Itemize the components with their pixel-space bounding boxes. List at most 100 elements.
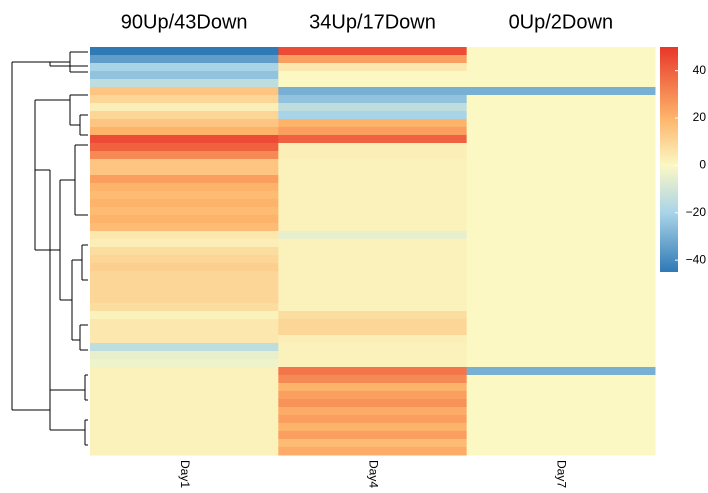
cell <box>278 287 468 296</box>
cell <box>90 103 279 112</box>
cell <box>90 223 279 232</box>
cell <box>278 119 468 128</box>
cell <box>278 311 468 320</box>
cell <box>278 407 468 416</box>
cell <box>90 159 279 168</box>
cell <box>90 255 279 264</box>
cell <box>466 143 656 152</box>
cell <box>90 143 279 152</box>
cell <box>466 343 656 352</box>
cell <box>278 415 468 424</box>
cell <box>466 327 656 336</box>
cell <box>466 223 656 232</box>
column-label: Day7 <box>555 460 569 488</box>
cell <box>90 247 279 256</box>
colorbar-tick-label: −20 <box>686 205 707 219</box>
cell <box>90 359 279 368</box>
cell <box>278 343 468 352</box>
cell <box>278 95 468 104</box>
cell <box>278 383 468 392</box>
cell <box>466 295 656 304</box>
colorbar <box>660 47 678 272</box>
cell <box>466 47 656 56</box>
cell <box>466 447 656 456</box>
cell <box>278 47 468 56</box>
cell <box>90 71 279 80</box>
cell <box>466 279 656 288</box>
cell <box>466 207 656 216</box>
cell <box>90 271 279 280</box>
cell <box>90 351 279 360</box>
cell <box>90 199 279 208</box>
cell <box>278 247 468 256</box>
cell <box>278 87 468 96</box>
cell <box>278 391 468 400</box>
cell <box>90 63 279 72</box>
cell <box>90 423 279 432</box>
cell <box>278 295 468 304</box>
heatmap <box>90 47 656 456</box>
cell <box>90 367 279 376</box>
cell <box>90 279 279 288</box>
cell <box>278 423 468 432</box>
cell <box>278 359 468 368</box>
cell <box>90 311 279 320</box>
cell <box>90 151 279 160</box>
cell <box>278 191 468 200</box>
cell <box>278 351 468 360</box>
column-title: 0Up/2Down <box>509 11 614 33</box>
cell <box>278 303 468 312</box>
cell <box>278 367 468 376</box>
cell <box>466 415 656 424</box>
cell <box>90 47 279 56</box>
colorbar-tick-label: −40 <box>686 252 707 266</box>
cell <box>90 295 279 304</box>
cell <box>466 151 656 160</box>
cell <box>90 87 279 96</box>
cell <box>278 127 468 136</box>
cell <box>278 319 468 328</box>
cell <box>278 447 468 456</box>
cell <box>466 127 656 136</box>
colorbar-tick-label: 40 <box>693 63 707 77</box>
cell <box>466 439 656 448</box>
cell <box>90 399 279 408</box>
cell <box>466 383 656 392</box>
cell <box>278 175 468 184</box>
cell <box>466 287 656 296</box>
cell <box>90 95 279 104</box>
cell <box>278 207 468 216</box>
cell <box>466 359 656 368</box>
cell <box>466 103 656 112</box>
cell <box>466 71 656 80</box>
cell <box>90 439 279 448</box>
cell <box>466 167 656 176</box>
cell <box>90 431 279 440</box>
cell <box>278 263 468 272</box>
cell <box>466 135 656 144</box>
cell <box>90 383 279 392</box>
cell <box>466 391 656 400</box>
cell <box>466 55 656 64</box>
cell <box>90 239 279 248</box>
cell <box>278 327 468 336</box>
cell <box>466 175 656 184</box>
cell <box>278 223 468 232</box>
cell <box>90 135 279 144</box>
cell <box>466 255 656 264</box>
column-title: 34Up/17Down <box>309 11 436 33</box>
cell <box>90 175 279 184</box>
cell <box>466 191 656 200</box>
cell <box>90 415 279 424</box>
cell <box>466 271 656 280</box>
cell <box>278 135 468 144</box>
cell <box>278 239 468 248</box>
cell <box>278 111 468 120</box>
cell <box>278 159 468 168</box>
cell <box>466 367 656 376</box>
cell <box>466 215 656 224</box>
cell <box>466 183 656 192</box>
cell <box>278 375 468 384</box>
cell <box>278 63 468 72</box>
